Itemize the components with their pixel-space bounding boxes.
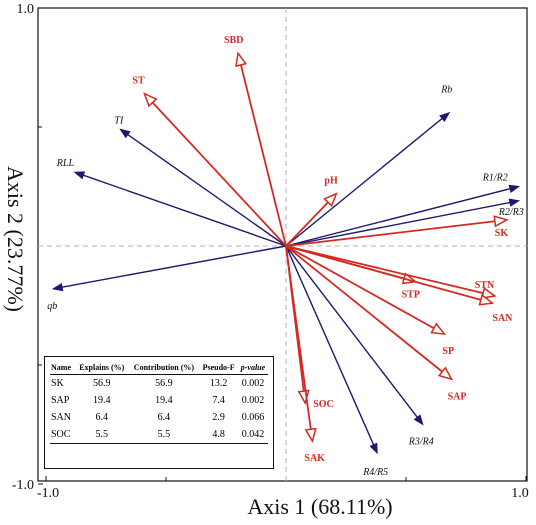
y-tick-label: 1.0 bbox=[17, 2, 35, 17]
vector-sap-vector bbox=[285, 245, 443, 373]
table-row: SK 56.9 56.9 13.2 0.002 bbox=[50, 375, 268, 393]
vector-st-label: ST bbox=[132, 76, 145, 87]
x-axis-label: Axis 1 (68.11%) bbox=[247, 494, 393, 519]
vector-sp-vector bbox=[285, 245, 435, 330]
vector-r1-r2-label: R1/R2 bbox=[482, 173, 508, 184]
table-header-row: Name Explains (%) Contribution (%) Pseud… bbox=[50, 361, 268, 376]
plot-frame bbox=[37, 7, 528, 482]
vector-sp-label: SP bbox=[442, 346, 454, 357]
table-row: SOC 5.5 5.5 4.8 0.042 bbox=[50, 426, 268, 445]
header-contribution: Contribution (%) bbox=[128, 361, 200, 376]
vector-sak-vector bbox=[285, 245, 312, 430]
vector-r3-r4-label: R3/R4 bbox=[408, 437, 434, 448]
vector-r3-r4-arrowhead bbox=[413, 414, 424, 426]
vector-san-vector bbox=[285, 245, 482, 301]
cell-explains: 56.9 bbox=[93, 377, 111, 389]
vector-san-label: SAN bbox=[492, 313, 513, 324]
vector-r2-r3-label: R2/R3 bbox=[498, 207, 524, 218]
vector-sbd-arrowhead bbox=[235, 51, 248, 68]
vector-qb-vector bbox=[61, 245, 287, 288]
cell-contribution: 6.4 bbox=[157, 411, 171, 423]
vector-st-vector bbox=[151, 101, 287, 247]
vector-qb-label: qb bbox=[47, 301, 57, 312]
y-axis-label: Axis 2 (23.77%) bbox=[3, 165, 28, 313]
x-tick-label: -1.0 bbox=[37, 486, 59, 501]
vector-st-arrowhead bbox=[143, 92, 158, 108]
vector-qb-arrowhead bbox=[51, 282, 64, 292]
y-tick-label: -1.0 bbox=[12, 478, 34, 493]
vector-sk-vector bbox=[285, 220, 495, 247]
vector-r1-r2-arrowhead bbox=[508, 184, 521, 193]
vector-stp-label: STP bbox=[402, 290, 420, 301]
cell-name: SOC bbox=[50, 426, 76, 445]
header-explains: Explains (%) bbox=[75, 361, 129, 376]
cell-pseudo-f: 4.8 bbox=[199, 426, 238, 445]
cell-pseudo-f: 13.2 bbox=[209, 377, 228, 389]
vector-rll-arrowhead bbox=[73, 171, 86, 180]
cell-p-value: 0.042 bbox=[237, 426, 268, 445]
vector-rb-arrowhead bbox=[439, 111, 451, 123]
vector-ti-vector bbox=[127, 133, 287, 247]
vector-r4-r5-vector bbox=[285, 245, 375, 446]
vector-rb-vector bbox=[285, 117, 443, 247]
cell-contribution: 19.4 bbox=[155, 394, 173, 406]
cell-explains: 6.4 bbox=[95, 411, 109, 423]
cell-name: SK bbox=[51, 377, 64, 389]
cell-name: SAP bbox=[51, 394, 70, 406]
cell-explains: 19.4 bbox=[93, 394, 111, 406]
vector-ph-arrowhead bbox=[323, 192, 338, 208]
vector-ph-vector bbox=[285, 201, 329, 247]
cell-p-value: 0.066 bbox=[241, 411, 265, 423]
table-row: SAN 6.4 6.4 2.9 0.066 bbox=[50, 409, 268, 426]
vector-sak-arrowhead bbox=[304, 427, 317, 444]
vector-r1-r2-vector bbox=[285, 188, 511, 247]
vector-ti-label: TI bbox=[114, 115, 124, 126]
cell-contribution: 5.5 bbox=[128, 426, 200, 445]
cell-pseudo-f: 2.9 bbox=[212, 411, 225, 423]
cell-pseudo-f: 7.4 bbox=[212, 394, 225, 406]
table-row: SAP 19.4 19.4 7.4 0.002 bbox=[50, 392, 268, 409]
vector-sbd-vector bbox=[240, 64, 287, 247]
vector-r4-r5-arrowhead bbox=[369, 442, 378, 455]
cell-contribution: 56.9 bbox=[155, 377, 173, 389]
vector-r4-r5-label: R4/R5 bbox=[362, 467, 388, 478]
vector-stn-label: STN bbox=[475, 280, 495, 291]
vector-rb-label: Rb bbox=[440, 85, 452, 96]
vector-sak-label: SAK bbox=[304, 453, 325, 464]
vector-r2-r3-arrowhead bbox=[508, 198, 521, 207]
header-pseudo-f: Pseudo-F bbox=[199, 361, 238, 376]
vector-ti-arrowhead bbox=[119, 128, 131, 139]
vector-r3-r4-vector bbox=[285, 245, 418, 418]
vector-rll-label: RLL bbox=[56, 158, 75, 169]
vector-sbd-label: SBD bbox=[224, 35, 243, 46]
vector-sap-arrowhead bbox=[437, 366, 454, 381]
vector-sk-arrowhead bbox=[493, 215, 509, 228]
header-name: Name bbox=[50, 361, 76, 376]
cell-name: SAN bbox=[51, 411, 72, 423]
vector-sk-label: SK bbox=[495, 228, 509, 239]
header-p-value: p-value bbox=[237, 361, 268, 376]
cell-p-value: 0.002 bbox=[241, 377, 265, 389]
cell-p-value: 0.002 bbox=[241, 394, 265, 406]
vector-san-arrowhead bbox=[478, 293, 495, 306]
vector-r2-r3-vector bbox=[285, 201, 511, 247]
vector-rll-vector bbox=[83, 174, 287, 247]
vector-ph-label: pH bbox=[324, 176, 338, 187]
x-tick-label: 1.0 bbox=[511, 486, 529, 501]
statistics-table: Name Explains (%) Contribution (%) Pseud… bbox=[44, 356, 274, 469]
vector-sap-label: SAP bbox=[448, 391, 467, 402]
vector-stn-arrowhead bbox=[480, 287, 497, 299]
vector-sp-arrowhead bbox=[430, 322, 447, 336]
vector-soc-label: SOC bbox=[313, 399, 334, 410]
cell-explains: 5.5 bbox=[75, 426, 129, 445]
vector-stn-vector bbox=[285, 245, 484, 295]
